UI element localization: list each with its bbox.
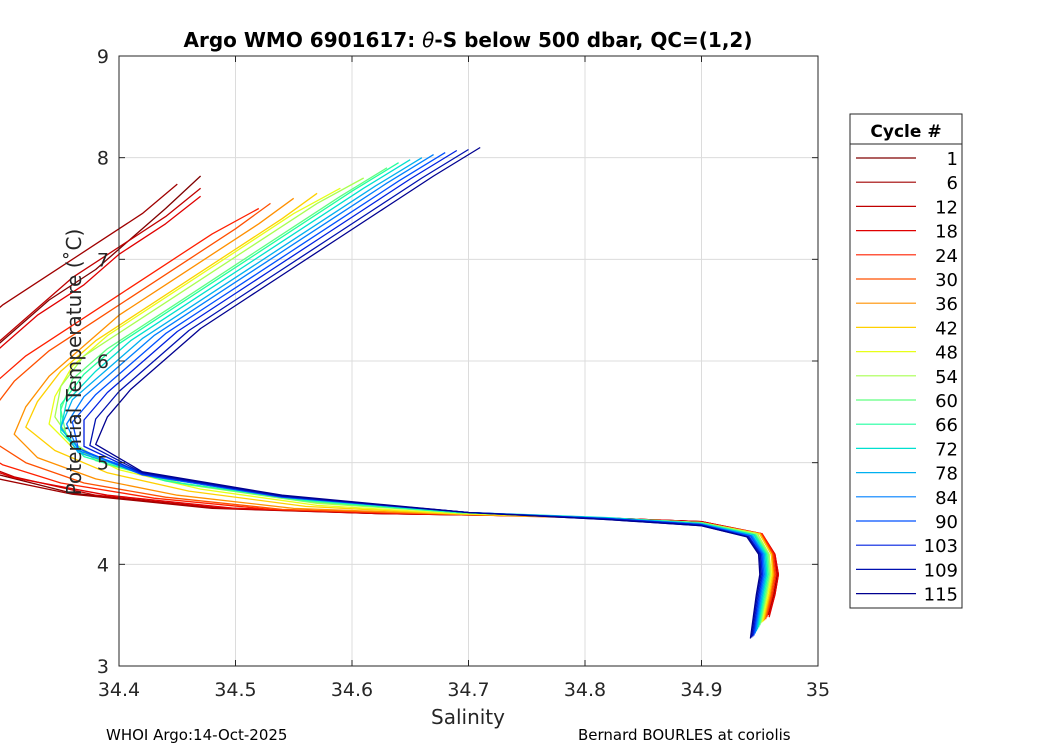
x-tick-label: 34.7: [447, 679, 489, 701]
legend-title: Cycle #: [870, 122, 941, 142]
legend-label-12: 12: [935, 197, 958, 218]
series-cycle-78: [60, 157, 767, 632]
series-cycle-103: [83, 149, 763, 637]
legend-label-66: 66: [935, 415, 958, 436]
series-cycle-30: [0, 202, 776, 620]
y-tick-label: 4: [97, 554, 109, 576]
chart-title: Argo WMO 6901617: θ-S below 500 dbar, QC…: [184, 28, 753, 52]
legend-label-90: 90: [935, 512, 958, 533]
x-tick-label: 35: [806, 679, 830, 701]
y-tick-label: 9: [97, 46, 109, 68]
legend-label-115: 115: [924, 585, 958, 606]
y-tick-label: 5: [97, 453, 109, 475]
legend: Cycle # 1 6 12 18 24 30 36 42 48 54 60 66 72 78 84 90 10…: [849, 113, 963, 609]
legend-label-42: 42: [935, 318, 958, 339]
legend-label-78: 78: [935, 464, 958, 485]
legend-entries: 1 6 12 18 24 30 36 42 48 54 60 66 72 78 84 90 103 109 115: [856, 149, 958, 606]
legend-label-6: 6: [947, 173, 958, 194]
tick-labels: 34.4 34.5 34.6 34.7 34.8 34.9 35 3 4 5 6 7 8 9: [97, 46, 830, 701]
legend-label-54: 54: [935, 367, 958, 388]
legend-label-30: 30: [935, 270, 958, 291]
legend-label-72: 72: [935, 439, 958, 460]
series-cycle-42: [25, 192, 774, 622]
x-tick-label: 34.8: [564, 679, 606, 701]
x-tick-label: 34.4: [98, 679, 140, 701]
legend-box: [849, 113, 963, 609]
series-cycle-90: [71, 152, 764, 636]
legend-label-109: 109: [924, 560, 958, 581]
x-axis-label: Salinity: [431, 705, 505, 729]
x-tick-label: 34.6: [331, 679, 373, 701]
y-tick-label: 3: [97, 656, 109, 678]
axis-ticks: [118, 55, 819, 667]
legend-label-36: 36: [935, 294, 958, 315]
legend-label-84: 84: [935, 488, 958, 509]
legend-label-103: 103: [924, 536, 958, 557]
legend-label-1: 1: [947, 149, 958, 170]
legend-label-24: 24: [935, 246, 958, 267]
legend-label-48: 48: [935, 343, 958, 364]
series-layer: [0, 146, 780, 639]
y-tick-label: 6: [97, 351, 109, 373]
series-cycle-18: [0, 195, 780, 618]
series-cycle-115: [95, 146, 761, 639]
legend-label-60: 60: [935, 391, 958, 412]
x-tick-label: 34.9: [680, 679, 722, 701]
series-cycle-84: [65, 154, 766, 634]
footer-right: Bernard BOURLES at coriolis: [578, 726, 791, 744]
y-tick-label: 8: [97, 148, 109, 170]
series-cycle-24: [0, 207, 777, 618]
y-tick-label: 7: [97, 249, 109, 271]
x-tick-label: 34.5: [214, 679, 256, 701]
y-axis-label: Potential Temperature (˚C): [62, 229, 86, 496]
series-cycle-109: [89, 148, 762, 638]
legend-label-18: 18: [935, 222, 958, 243]
footer-left: WHOI Argo:14-Oct-2025: [106, 726, 288, 744]
series-cycle-54: [54, 177, 771, 624]
series-cycle-66: [60, 162, 769, 628]
grid-lines: [119, 56, 818, 666]
